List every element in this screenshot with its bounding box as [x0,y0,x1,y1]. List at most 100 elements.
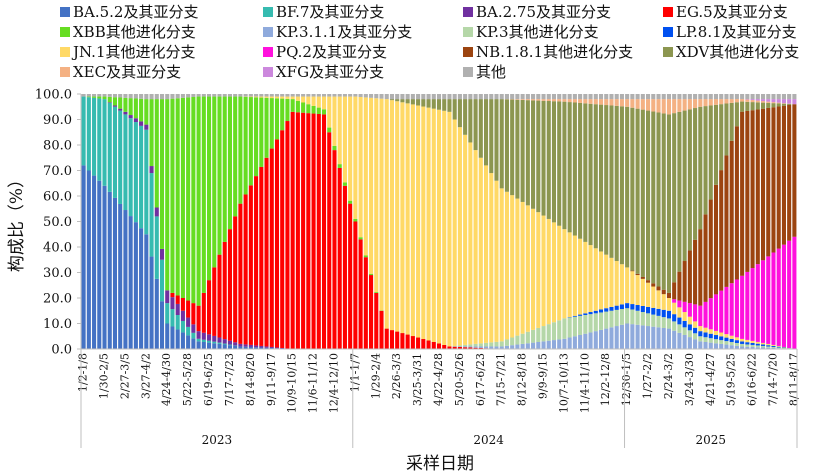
legend-label: JN.1其他进化分支 [73,43,196,61]
bar-segment-jn1 [369,97,374,274]
bar-segment-jn1 [719,332,724,337]
bar-week-94 [567,94,572,349]
bar-week-27 [217,94,222,349]
legend-label: XEC及其亚分支 [73,63,182,81]
bar-segment-xbb [259,97,264,167]
bar-segment-other [588,94,593,100]
bar-segment-lp81 [687,324,692,331]
bar-segment-xbb [332,145,337,151]
bar-segment-other [457,94,462,100]
bar-segment-ba275 [186,317,191,327]
legend-swatch [463,7,473,17]
bar-segment-other [227,94,232,97]
bar-segment-kp311 [598,329,604,350]
bar-week-45 [311,94,316,349]
bar-segment-xec [572,99,577,103]
bar-segment-ba275 [269,346,274,348]
bar-segment-jn1 [781,346,786,348]
bar-segment-kp3 [541,326,546,342]
bar-segment-xdv [640,109,645,277]
bar-segment-xbb [243,96,248,195]
bar-segment-kp3 [750,344,755,347]
x-date-label: 2/26-3/3 [390,353,403,399]
bar-segment-eg5 [379,310,384,349]
bar-segment-other [311,94,316,97]
y-tick-label: 80.0 [43,139,72,154]
bar-segment-jn1 [562,229,567,319]
bar-week-123 [719,94,724,349]
bar-segment-other [186,94,191,98]
bar-segment-kp311 [468,346,473,348]
bar-segment-ba5 [207,342,212,350]
bar-week-70 [442,94,447,349]
bar-segment-other [661,94,666,100]
bar-segment-eg5 [447,346,452,349]
bar-segment-lp81 [713,335,719,340]
bar-segment-lp81 [593,310,598,314]
bar-week-2 [86,94,91,349]
x-date-label: 1/1-1/7 [348,353,361,392]
bar-segment-nb181 [672,282,677,300]
bar-segment-bf7 [175,315,180,330]
bar-segment-xdv [531,100,536,209]
bar-segment-eg5 [416,337,421,349]
bar-segment-kp3 [776,347,781,349]
bar-segment-eg5 [436,343,442,349]
bar-week-22 [191,94,196,350]
bar-week-29 [227,94,232,349]
bar-segment-jn1 [583,241,588,314]
bar-segment-jn1 [572,235,577,316]
x-date-label: 1/30-2/5 [98,353,111,399]
bar-segment-other [557,94,562,100]
bar-segment-jn1 [693,321,698,328]
bar-week-62 [400,94,405,349]
bar-week-135 [781,94,786,349]
x-date-label: 4/21-4/27 [704,353,717,406]
bar-segment-eg5 [463,347,468,349]
bar-segment-pq2 [766,256,771,344]
bar-week-57 [374,94,379,349]
bar-segment-xbb [353,218,358,222]
bar-segment-other [698,94,703,100]
bar-segment-jn1 [661,294,666,310]
bar-week-71 [447,94,452,349]
bar-week-85 [520,94,525,349]
bar-segment-kp3 [635,310,640,325]
bar-segment-lp81 [651,307,656,315]
bar-segment-xbb [301,102,306,113]
bar-segment-pq2 [724,286,729,335]
bar-segment-eg5 [170,292,175,298]
bar-segment-eg5 [295,112,300,349]
bar-segment-xbb [191,96,196,304]
x-date-label: 5/19-5/25 [725,353,738,406]
legend-label: 其他 [476,63,507,81]
bar-segment-xfg [781,99,786,104]
bar-segment-eg5 [316,113,321,349]
bar-segment-kp3 [672,321,677,331]
bar-segment-jn1 [452,119,457,346]
bar-segment-nb181 [708,199,713,299]
legend-swatch [60,27,70,37]
bar-segment-xdv [781,103,786,106]
bar-segment-eg5 [337,167,342,349]
bar-segment-ba275 [222,339,227,344]
bar-segment-other [170,94,175,99]
bar-segment-xdv [557,101,562,226]
bar-segment-xec [531,99,536,101]
bar-segment-xec [614,99,619,106]
bar-segment-ba5 [112,197,118,349]
y-tick-label: 50.0 [43,215,72,230]
bar-week-129 [750,94,755,349]
bar-segment-ba275 [139,121,144,126]
bar-week-34 [254,94,259,349]
bar-week-92 [557,94,562,349]
bar-segment-kp311 [494,346,499,349]
bar-segment-other [348,94,353,97]
bar-segment-xdv [593,104,598,249]
bar-segment-kp311 [682,334,687,349]
bar-segment-jn1 [672,302,677,315]
bar-week-8 [118,94,123,349]
bar-segment-other [86,94,91,97]
bar-segment-other [264,94,269,97]
bar-segment-xfg [766,99,771,102]
